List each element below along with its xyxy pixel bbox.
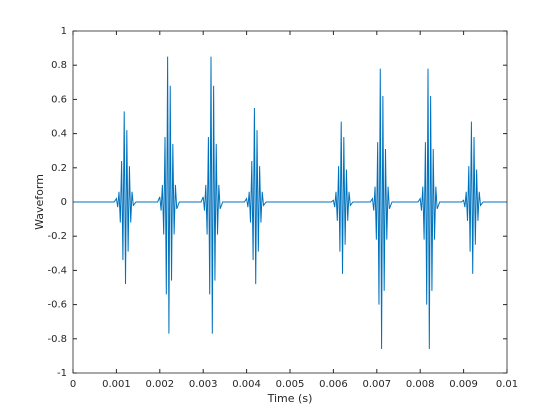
- y-axis-label: Waveform: [33, 174, 46, 230]
- axes-box: [72, 30, 508, 374]
- x-tick-label: 0.005: [276, 379, 305, 390]
- y-tick-label: 0.2: [51, 163, 67, 174]
- x-tick-label: 0.01: [496, 379, 518, 390]
- x-tick-label: 0.004: [232, 379, 261, 390]
- x-tick-label: 0: [70, 379, 76, 390]
- y-tick-label: -0.6: [47, 300, 67, 311]
- y-tick-label: 0.8: [51, 60, 67, 71]
- waveform-line: [73, 56, 507, 350]
- y-tick-label: 0: [61, 197, 67, 208]
- y-tick-label: 0.4: [51, 129, 67, 140]
- x-tick-label: 0.009: [449, 379, 478, 390]
- y-tick-label: -0.4: [47, 265, 67, 276]
- x-tick-label: 0.008: [406, 379, 435, 390]
- x-tick-label: 0.007: [362, 379, 391, 390]
- y-tick-label: 1: [61, 26, 67, 37]
- x-tick-label: 0.006: [319, 379, 348, 390]
- x-axis-label: Time (s): [267, 392, 313, 405]
- y-tick-label: -0.8: [47, 334, 67, 345]
- x-tick-label: 0.002: [145, 379, 174, 390]
- y-tick-label: -1: [57, 368, 67, 379]
- x-tick-label: 0.001: [102, 379, 131, 390]
- y-tick-label: 0.6: [51, 94, 67, 105]
- y-tick-label: -0.2: [47, 231, 67, 242]
- x-tick-label: 0.003: [189, 379, 218, 390]
